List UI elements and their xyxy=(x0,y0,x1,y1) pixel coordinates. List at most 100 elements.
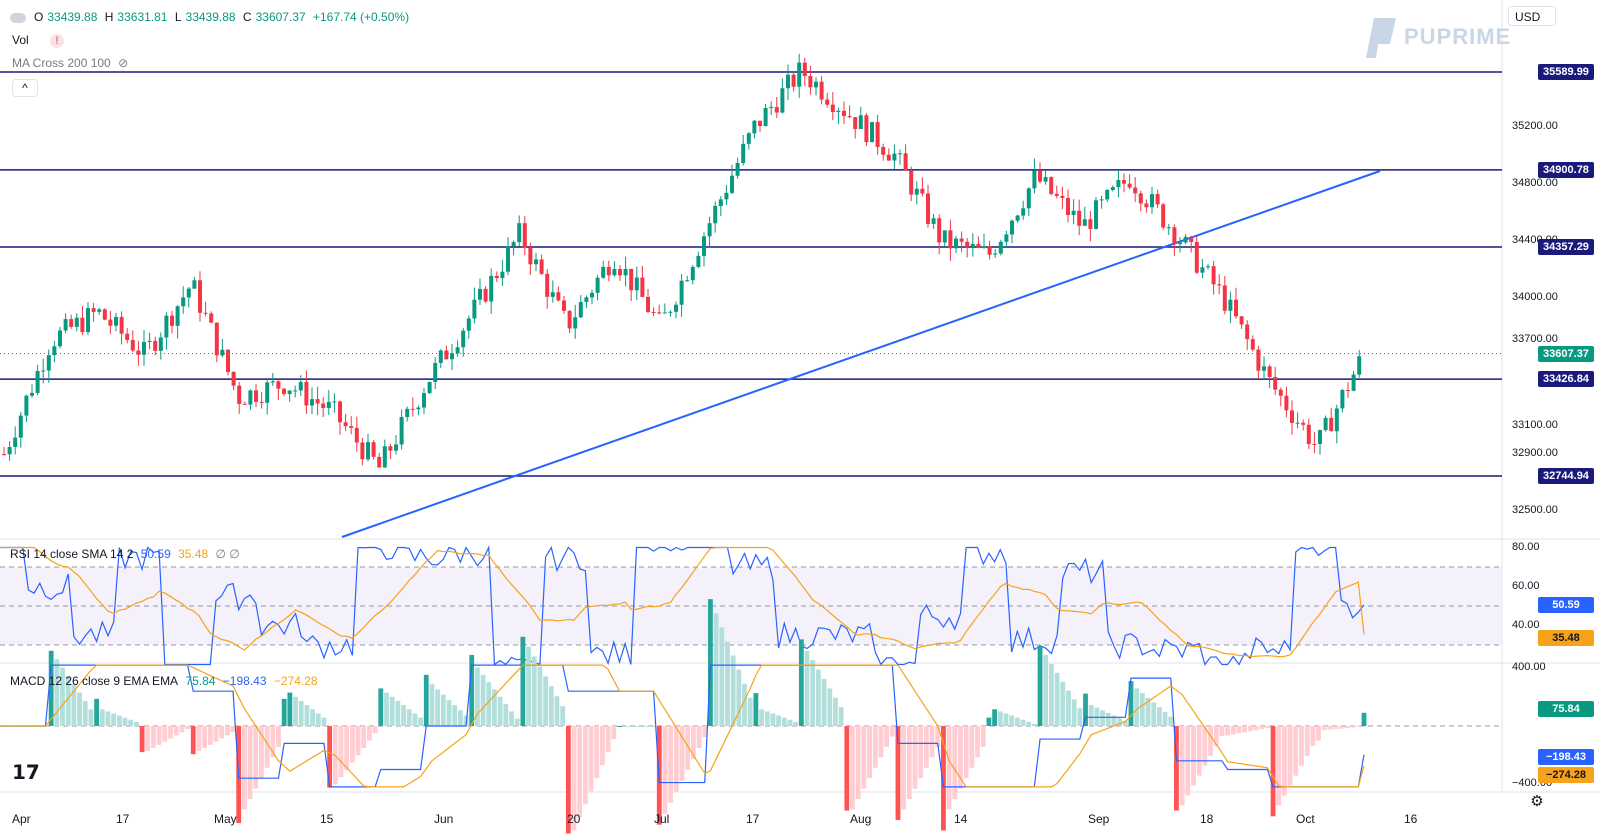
candle-body xyxy=(326,401,331,409)
macd-histogram-bar xyxy=(520,636,526,726)
macd-histogram-bar xyxy=(304,705,310,726)
candle-body xyxy=(808,76,813,88)
candle-body xyxy=(282,388,286,395)
candle-body xyxy=(310,399,314,406)
macd-histogram-bar xyxy=(1077,708,1083,726)
macd-histogram-bar xyxy=(929,726,935,758)
candle-body xyxy=(399,417,404,445)
candle-body xyxy=(1211,266,1216,285)
macd-histogram-bar xyxy=(969,726,975,768)
macd-histogram-bar xyxy=(418,717,423,726)
candle-body xyxy=(1043,177,1048,182)
collapse-legend-button[interactable]: ^ xyxy=(12,79,38,97)
candle-body xyxy=(931,218,936,224)
macd-histogram-bar xyxy=(560,706,566,726)
hidden-eye-icon[interactable]: ⊘ xyxy=(118,56,129,70)
macd-histogram-bar xyxy=(1242,726,1248,733)
candle-body xyxy=(685,280,690,282)
ma-label: MA Cross 200 100 xyxy=(12,56,111,70)
candle-body xyxy=(769,107,774,109)
macd-histogram-bar xyxy=(793,721,799,726)
macd-histogram-bar xyxy=(662,726,668,814)
candle-body xyxy=(1256,349,1261,371)
candle-body xyxy=(814,81,818,88)
candle-body xyxy=(371,442,376,457)
candle-body xyxy=(718,199,723,206)
macd-histogram-bar xyxy=(605,726,611,753)
candle-body xyxy=(752,120,757,134)
price-tick-label: 32500.00 xyxy=(1512,503,1558,516)
macd-histogram-bar xyxy=(1202,726,1208,766)
candle-body xyxy=(1267,366,1272,377)
settings-icon[interactable]: ⚙ xyxy=(1530,793,1544,810)
candle-body xyxy=(578,302,583,318)
macd-histogram-bar xyxy=(298,700,304,726)
warning-icon[interactable]: ! xyxy=(50,34,65,48)
candle-body xyxy=(1295,422,1300,424)
candle-body xyxy=(1094,200,1098,229)
macd-histogram-bar xyxy=(475,667,480,726)
candle-body xyxy=(1049,177,1054,194)
macd-histogram-bar xyxy=(139,726,145,753)
candle-body xyxy=(2,453,6,455)
macd-histogram-bar xyxy=(1117,718,1123,726)
collapse-icon[interactable] xyxy=(10,12,26,23)
macd-histogram-bar xyxy=(514,718,520,726)
candle-body xyxy=(136,350,141,355)
macd-histogram-bar xyxy=(1139,693,1145,726)
rsi-extra: ∅ ∅ xyxy=(215,547,240,561)
candle-body xyxy=(388,446,393,451)
macd-histogram-bar xyxy=(247,726,253,800)
candle-body xyxy=(41,370,46,372)
macd-histogram-bar xyxy=(781,717,787,726)
candle-body xyxy=(746,133,751,144)
time-tick-label: 16 xyxy=(1404,812,1418,826)
macd-histogram-bar xyxy=(884,726,889,747)
candle-body xyxy=(982,246,986,248)
price-tick-label: 33700.00 xyxy=(1512,333,1558,346)
candle-body xyxy=(1088,219,1093,229)
price-tick-label: 35200.00 xyxy=(1512,120,1558,133)
candle-body xyxy=(18,415,23,438)
macd-histogram-bar xyxy=(1014,717,1020,726)
currency-selector[interactable]: USD xyxy=(1508,6,1556,26)
macd-histogram-bar xyxy=(1270,726,1276,817)
candle-body xyxy=(354,427,359,443)
rsi-sma-line xyxy=(0,546,1365,658)
macd-histogram-bar xyxy=(1031,723,1037,726)
macd-histogram-bar xyxy=(935,726,941,747)
macd-histogram-bar xyxy=(389,696,395,726)
macd-histogram-bar xyxy=(1037,646,1043,726)
candle-body xyxy=(657,312,662,314)
candle-body xyxy=(1334,408,1339,432)
candle-body xyxy=(965,241,970,248)
candle-body xyxy=(1172,227,1177,245)
candle-body xyxy=(601,266,606,278)
candle-body xyxy=(1161,204,1166,228)
candle-body xyxy=(175,306,180,326)
candle-body xyxy=(1318,430,1322,444)
candle-body xyxy=(573,317,578,329)
macd-histogram-bar xyxy=(207,726,213,745)
macd-histogram-bar xyxy=(673,726,679,792)
candle-body xyxy=(702,236,706,256)
candle-body xyxy=(450,353,454,360)
candle-body xyxy=(1250,339,1255,350)
macd-histogram-bar xyxy=(804,650,810,726)
candle-body xyxy=(651,312,656,314)
candle-body xyxy=(987,246,992,255)
candle-body xyxy=(142,341,146,355)
candle-body xyxy=(1144,203,1149,208)
macd-histogram-bar xyxy=(742,683,747,726)
macd-histogram-bar xyxy=(537,666,543,726)
time-tick-label: Sep xyxy=(1088,812,1110,826)
candle-body xyxy=(1138,193,1143,204)
candle-body xyxy=(86,308,90,333)
tradingview-logo[interactable]: 𝟭𝟳 xyxy=(12,762,40,784)
macd-histogram-bar xyxy=(617,726,622,727)
macd-histogram-bar xyxy=(1179,726,1185,806)
candle-body xyxy=(181,297,186,307)
macd-histogram-bar xyxy=(1344,726,1350,729)
candle-body xyxy=(438,350,443,363)
